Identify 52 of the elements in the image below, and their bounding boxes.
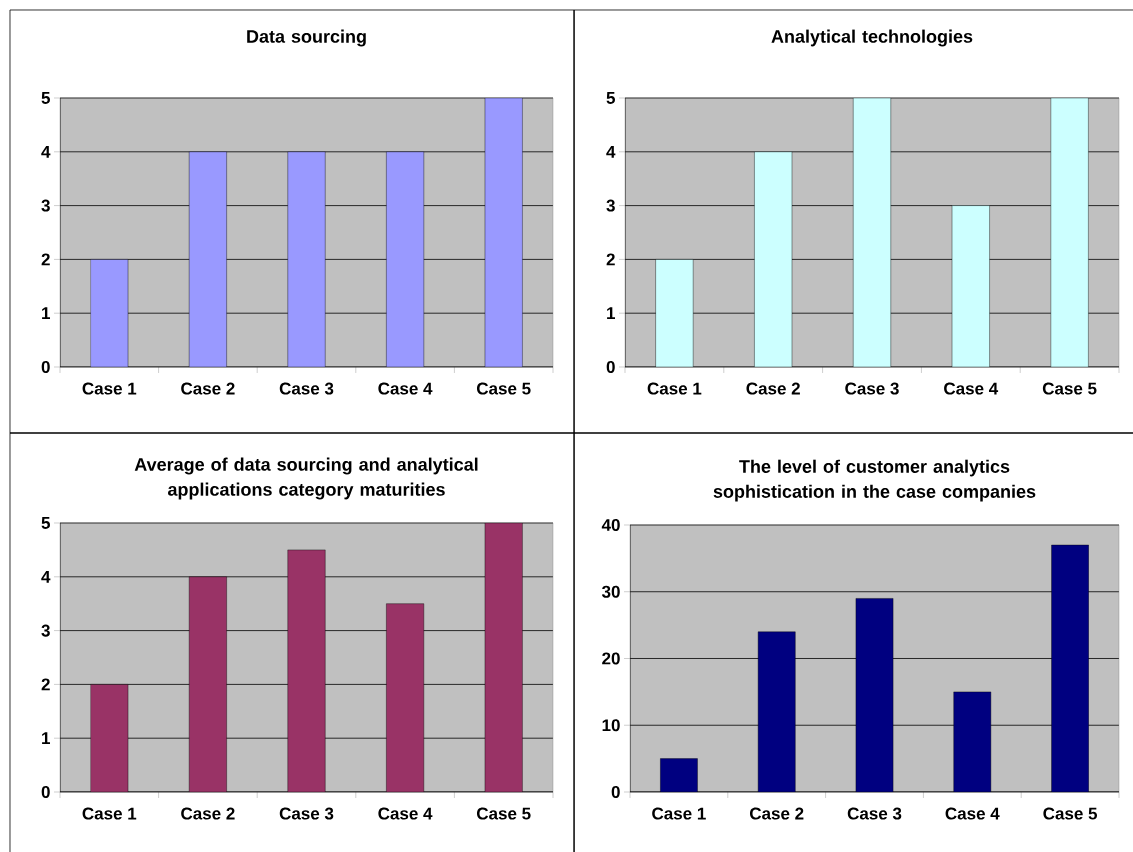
y-tick-label: 20 (602, 652, 620, 665)
x-tick-label: Case 2 (749, 807, 804, 820)
y-tick-label: 0 (611, 785, 620, 799)
x-tick-label: Case 3 (845, 382, 899, 395)
y-tick-label: 1 (42, 307, 50, 320)
x-tick-label: Case 2 (746, 382, 800, 395)
bar (853, 97, 891, 367)
y-tick-label: 4 (41, 570, 51, 583)
bar (655, 259, 694, 367)
y-tick-label: 3 (606, 199, 615, 212)
x-tick-label: Case 1 (82, 382, 137, 395)
x-tick-label: Case 1 (652, 807, 706, 820)
chart-title: Average of data sourcing and analytical applications category maturities (134, 457, 478, 500)
y-tick-label: 5 (41, 92, 50, 104)
y-tick-label: 4 (606, 145, 616, 158)
x-tick-label: Case 5 (476, 807, 531, 820)
x-tick-label: Case 1 (82, 807, 137, 820)
x-tick-label: Case 5 (1043, 807, 1098, 820)
x-tick-label: Case 4 (378, 807, 433, 820)
y-tick-label: 3 (41, 624, 50, 637)
y-tick-label: 10 (602, 719, 620, 732)
y-tick-label: 4 (41, 145, 51, 158)
x-tick-label: Case 3 (279, 382, 334, 395)
y-tick-label: 5 (41, 517, 50, 529)
y-tick-label: 2 (41, 253, 50, 266)
x-tick-label: Case 3 (279, 807, 334, 820)
bar (951, 205, 990, 367)
y-tick-label: 30 (601, 585, 620, 598)
x-tick-label: Case 5 (1042, 382, 1097, 395)
x-tick-label: Case 2 (181, 382, 235, 395)
y-tick-label: 2 (606, 253, 615, 266)
y-tick-label: 40 (601, 518, 620, 532)
y-tick-label: 2 (41, 678, 50, 691)
y-tick-label: 5 (606, 92, 616, 104)
y-tick-label: 1 (607, 307, 616, 320)
x-tick-label: Case 4 (944, 382, 999, 395)
y-tick-label: 0 (41, 360, 50, 374)
chart-title: Analytical technologies (771, 29, 973, 47)
x-tick-label: Case 1 (647, 382, 702, 395)
x-tick-label: Case 3 (847, 807, 902, 820)
x-tick-label: Case 2 (181, 807, 235, 820)
y-tick-label: 1 (42, 732, 50, 745)
x-tick-label: Case 4 (945, 807, 1000, 820)
chart-title: The level of customer analytics sophistication in the case companies (713, 459, 1036, 502)
y-tick-label: 0 (606, 360, 615, 374)
bar (754, 151, 793, 367)
y-tick-label: 3 (41, 199, 50, 212)
chart-title: Data sourcing (247, 29, 366, 47)
y-tick-label: 0 (41, 785, 50, 799)
x-tick-label: Case 4 (378, 382, 433, 395)
bar (1050, 97, 1089, 367)
x-tick-label: Case 5 (476, 382, 531, 395)
